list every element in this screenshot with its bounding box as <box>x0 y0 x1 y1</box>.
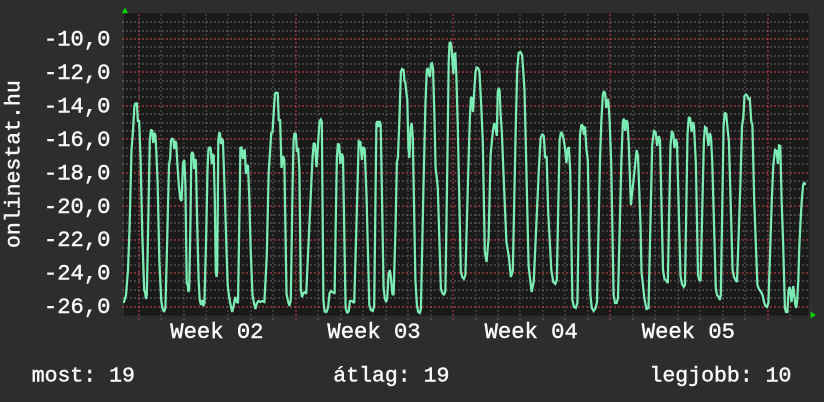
svg-text:Week 05: Week 05 <box>642 320 735 345</box>
svg-text:-24,0: -24,0 <box>44 262 111 287</box>
svg-text:Week 02: Week 02 <box>170 320 263 345</box>
svg-text:-10,0: -10,0 <box>44 28 111 53</box>
svg-text:legjobb: 10: legjobb: 10 <box>650 364 792 388</box>
svg-text:-18,0: -18,0 <box>44 161 111 186</box>
svg-text:-16,0: -16,0 <box>44 128 111 153</box>
svg-text:-12,0: -12,0 <box>44 61 111 86</box>
svg-text:-26,0: -26,0 <box>44 295 111 320</box>
svg-text:onlinestat.hu: onlinestat.hu <box>3 80 27 248</box>
svg-text:Week 04: Week 04 <box>485 320 578 345</box>
svg-text:Week 03: Week 03 <box>327 320 420 345</box>
svg-text:-22,0: -22,0 <box>44 228 111 253</box>
svg-text:-20,0: -20,0 <box>44 195 111 220</box>
svg-text:-14,0: -14,0 <box>44 94 111 119</box>
svg-text:most: 19: most: 19 <box>32 364 135 388</box>
svg-text:átlag: 19: átlag: 19 <box>333 364 449 388</box>
